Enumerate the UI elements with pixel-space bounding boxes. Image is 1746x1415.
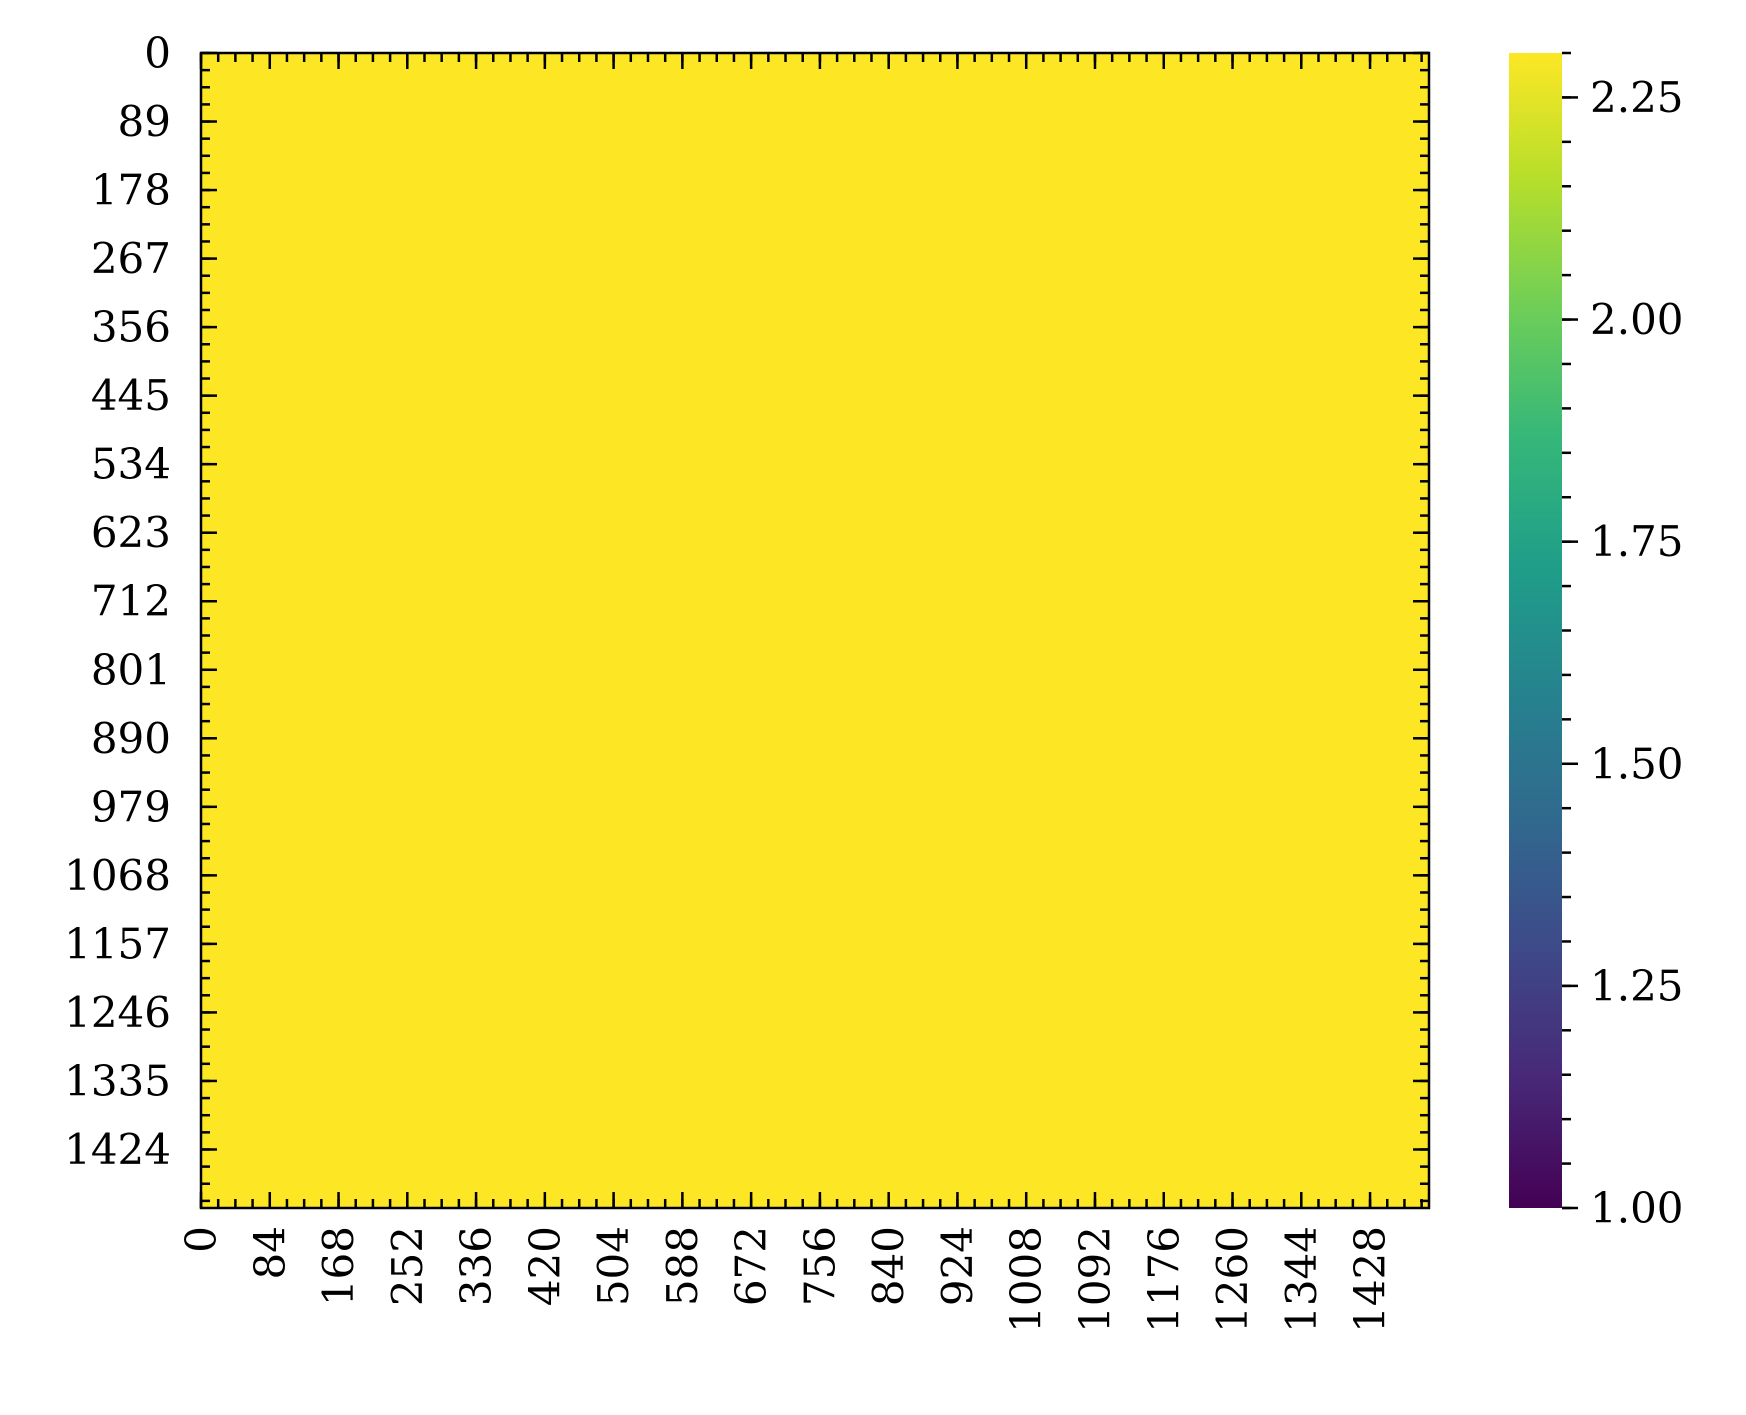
x-tick-label: 420 xyxy=(520,1226,569,1306)
colorbar-tick-label: 1.00 xyxy=(1590,1184,1684,1233)
y-tick-label: 356 xyxy=(91,303,171,352)
x-tick-label: 588 xyxy=(658,1226,707,1306)
y-tick-label: 445 xyxy=(91,371,171,420)
colorbar-tick-label: 2.00 xyxy=(1590,295,1684,344)
y-axis: 0 89 178 267 356 445 534 623 712 801 890 979 1068 115… xyxy=(64,29,1429,1203)
y-tick-label: 1068 xyxy=(64,851,171,900)
y-tick-label: 0 xyxy=(144,29,171,78)
x-tick-label: 168 xyxy=(314,1226,363,1306)
heatmap-area xyxy=(201,53,1430,1209)
x-tick-label: 336 xyxy=(452,1226,501,1306)
y-tick-label: 890 xyxy=(91,714,171,763)
y-tick-label: 1335 xyxy=(64,1056,171,1105)
plot-frame xyxy=(199,51,1431,1210)
y-tick-label: 267 xyxy=(91,234,171,283)
colorbar-tick-label: 1.75 xyxy=(1590,517,1684,566)
x-tick-label: 1344 xyxy=(1277,1226,1326,1333)
colorbar: 1.00 1.25 1.50 1.75 2.00 2.25 xyxy=(1509,51,1684,1233)
x-tick-label: 1092 xyxy=(1070,1226,1119,1333)
x-tick-label: 84 xyxy=(245,1226,294,1279)
heatmap-cell xyxy=(201,53,1430,1209)
x-tick-label: 672 xyxy=(727,1226,776,1306)
y-tick-label: 801 xyxy=(91,645,171,694)
y-tick-label: 178 xyxy=(91,166,171,215)
x-tick-label: 924 xyxy=(933,1226,982,1306)
x-tick-label: 0 xyxy=(177,1226,226,1253)
y-tick-label: 89 xyxy=(118,97,171,146)
x-axis: 0 84 168 252 336 420 504 588 672 756 840 924 1008 109… xyxy=(177,51,1431,1333)
x-tick-label: 1428 xyxy=(1346,1226,1395,1333)
y-tick-label: 623 xyxy=(91,508,171,557)
y-tick-label: 1424 xyxy=(64,1125,171,1174)
y-tick-label: 534 xyxy=(91,440,171,489)
x-tick-label: 504 xyxy=(589,1226,638,1306)
y-tick-label: 1246 xyxy=(64,988,171,1037)
colorbar-tick-label: 1.50 xyxy=(1590,739,1684,788)
colorbar-tick-label: 1.25 xyxy=(1590,961,1684,1010)
y-tick-label: 979 xyxy=(91,782,171,831)
x-tick-label: 1008 xyxy=(1002,1226,1051,1333)
y-tick-label: 712 xyxy=(91,577,171,626)
x-tick-label: 1176 xyxy=(1139,1226,1188,1333)
colorbar-gradient xyxy=(1509,53,1562,1208)
y-tick-label: 1157 xyxy=(64,919,171,968)
colorbar-tick-label: 2.25 xyxy=(1590,73,1684,122)
x-tick-label: 252 xyxy=(383,1226,432,1306)
x-tick-label: 840 xyxy=(864,1226,913,1306)
x-tick-label: 756 xyxy=(795,1226,844,1306)
x-tick-label: 1260 xyxy=(1208,1226,1257,1333)
